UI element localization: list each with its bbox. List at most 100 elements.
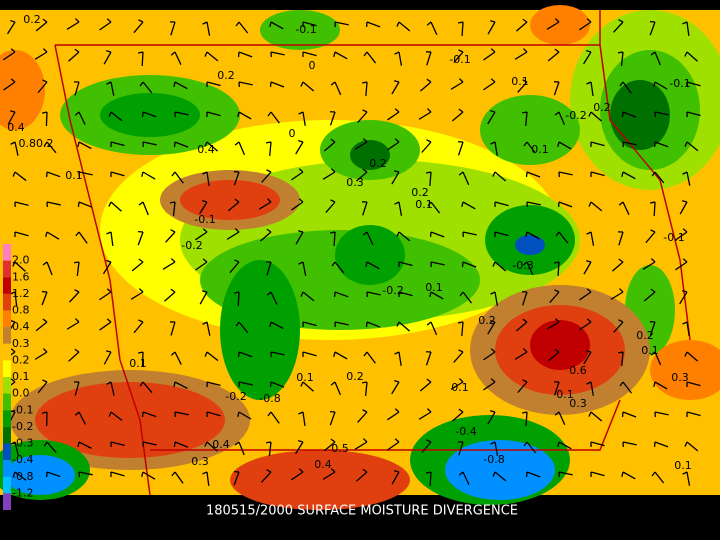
wind-barb <box>579 21 592 31</box>
wind-barb <box>227 201 240 212</box>
wind-barb <box>425 351 432 366</box>
wind-barb <box>590 441 605 447</box>
wind-barb <box>558 201 573 208</box>
wind-barb-flag <box>426 439 432 443</box>
legend-swatch <box>3 293 11 311</box>
wind-barb-flag <box>521 111 528 114</box>
wind-barb <box>162 261 176 270</box>
contour-label: -0.4 <box>455 425 476 438</box>
wind-barb-flag <box>457 21 464 24</box>
wind-barb <box>233 471 240 486</box>
wind-barb <box>206 351 219 362</box>
legend-label: 0.2 <box>12 353 30 366</box>
wind-barb-flag <box>459 291 464 297</box>
wind-barb-flag <box>202 258 208 263</box>
wind-barb <box>334 81 342 96</box>
wind-barb-flag <box>426 378 432 383</box>
wind-barb <box>391 171 400 185</box>
wind-barb <box>453 351 464 363</box>
wind-barb-flag <box>490 110 496 113</box>
wind-barb <box>46 171 61 178</box>
wind-barb <box>462 201 476 210</box>
wind-barb <box>142 411 157 418</box>
wind-barb-flag <box>650 51 656 56</box>
wind-barb <box>334 381 342 396</box>
wind-barb-flag <box>621 471 624 478</box>
wind-barb <box>334 261 345 274</box>
wind-barb <box>461 21 464 37</box>
wind-barb <box>164 291 176 302</box>
wind-barb-flag <box>682 228 688 233</box>
wind-barb-flag <box>618 19 624 23</box>
wind-barb-flag <box>554 348 560 353</box>
wind-barb-flag <box>41 411 48 414</box>
legend-swatch <box>3 476 11 494</box>
wind-barb <box>526 261 534 276</box>
wind-barb <box>653 201 656 217</box>
wind-barb <box>517 81 528 93</box>
wind-barb <box>398 321 411 332</box>
wind-barb-flag <box>684 141 688 147</box>
wind-barb-flag <box>363 351 368 357</box>
wind-barb-flag <box>522 318 528 323</box>
wind-barb-flag <box>74 348 80 353</box>
contour-label: -0.1 <box>663 231 684 244</box>
wind-barb <box>622 201 630 215</box>
wind-barb <box>451 111 464 122</box>
wind-barb <box>66 321 80 330</box>
wind-barb-flag <box>74 411 80 416</box>
wind-barb <box>453 51 464 64</box>
wind-barb <box>645 231 656 244</box>
wind-barb <box>110 201 122 212</box>
wind-barb <box>270 351 285 356</box>
contour-label: -0.8 <box>483 453 504 466</box>
wind-barb <box>494 261 507 272</box>
wind-barb <box>365 81 368 97</box>
wind-barb-flag <box>106 231 112 235</box>
wind-barb-flag <box>330 168 336 173</box>
wind-barb <box>686 381 701 387</box>
wind-barb <box>78 141 92 150</box>
wind-barb-flag <box>298 111 304 115</box>
wind-barb <box>622 141 637 146</box>
wind-barb <box>226 231 240 240</box>
wind-barb-flag <box>10 348 16 353</box>
wind-barb-flag <box>362 231 368 236</box>
wind-barb-flag <box>490 441 496 445</box>
wind-barb-flag <box>45 231 48 237</box>
wind-barb-flag <box>42 79 48 83</box>
wind-barb <box>590 201 603 212</box>
wind-barb <box>686 471 691 486</box>
wind-barb-flag <box>586 381 592 385</box>
wind-barb <box>46 201 61 206</box>
wind-barb <box>206 171 210 186</box>
wind-barb <box>270 111 280 124</box>
wind-barb <box>398 21 411 32</box>
wind-barb-flag <box>492 171 496 177</box>
wind-barb <box>291 201 304 211</box>
wind-barb-flag <box>588 201 592 207</box>
wind-barb-flag <box>554 411 560 416</box>
wind-barb <box>558 231 569 244</box>
contour-label: 0.3 <box>346 176 364 189</box>
wind-barb <box>430 21 438 35</box>
wind-barb <box>229 261 240 274</box>
wind-barb <box>142 171 156 180</box>
wind-barb-flag <box>490 78 496 83</box>
wind-barb <box>590 231 595 246</box>
wind-barb-flag <box>554 18 560 23</box>
wind-barb <box>302 321 317 327</box>
wind-barb <box>268 441 272 456</box>
wind-barb <box>366 51 377 64</box>
legend-swatch <box>3 443 11 461</box>
wind-barb-flag <box>618 258 624 263</box>
wind-barb <box>142 81 153 94</box>
wind-barb <box>483 351 496 361</box>
contour-label: 0.6 <box>569 364 587 377</box>
wind-barb <box>133 321 144 334</box>
wind-barb-flag <box>331 261 336 267</box>
contour-label: 0.3 <box>671 371 689 384</box>
wind-barb <box>238 321 249 334</box>
contour-label: 0.1 <box>674 459 692 472</box>
wind-barb <box>398 231 411 242</box>
